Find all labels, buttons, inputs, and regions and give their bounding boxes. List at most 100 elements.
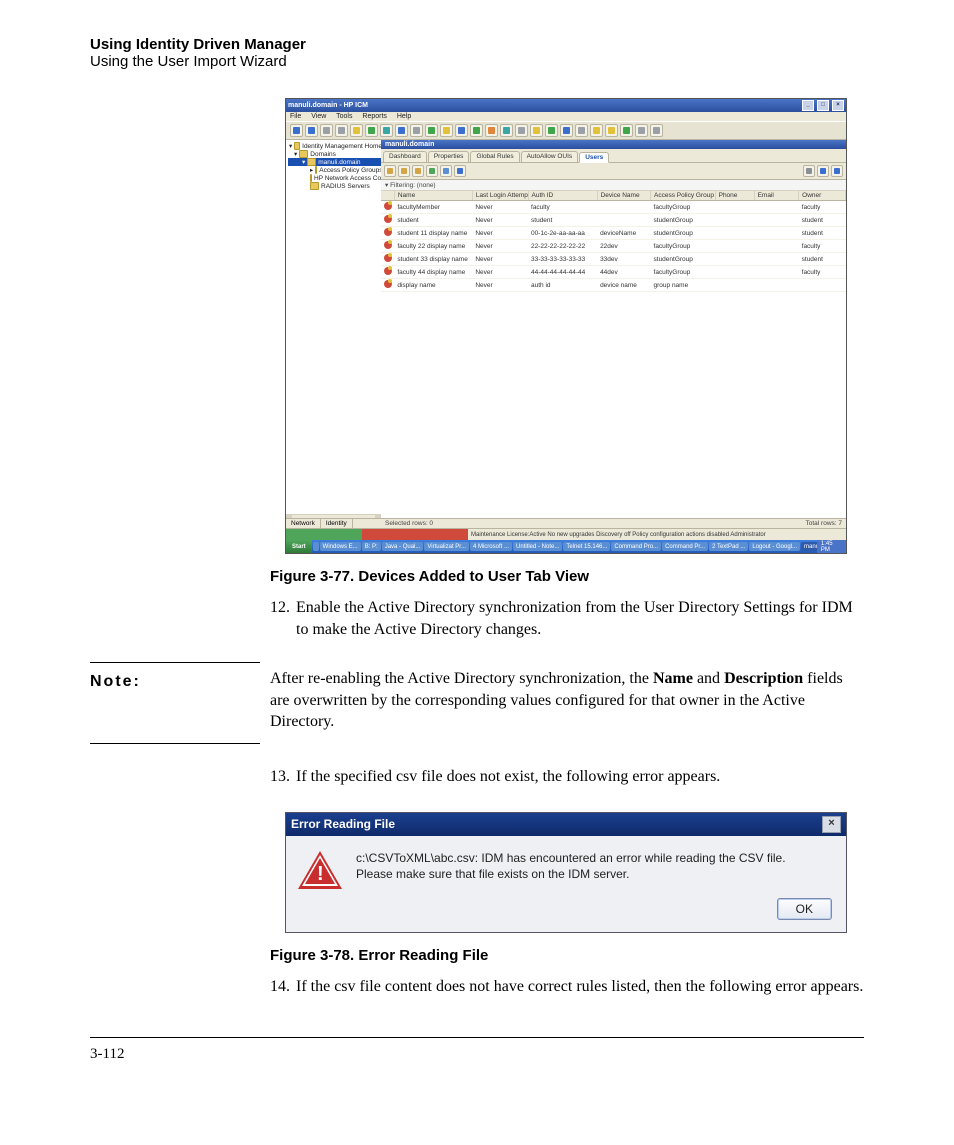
taskbar-task[interactable]: B: P: — [362, 542, 381, 551]
tool4-icon[interactable] — [530, 124, 543, 137]
link-icon[interactable] — [470, 124, 483, 137]
filter-icon[interactable] — [454, 165, 466, 177]
col-email[interactable]: Email — [754, 191, 799, 201]
table-row[interactable]: display nameNeverauth iddevice namegroup… — [381, 279, 846, 292]
folder-icon[interactable] — [350, 124, 363, 137]
tool9-icon[interactable] — [605, 124, 618, 137]
tool7-icon[interactable] — [575, 124, 588, 137]
menu-reports[interactable]: Reports — [362, 113, 387, 120]
step-number: 12. — [270, 597, 296, 640]
col-auth[interactable]: Auth ID — [528, 191, 597, 201]
close-icon[interactable]: × — [832, 100, 844, 111]
settings-icon[interactable] — [831, 165, 843, 177]
table-row[interactable]: facultyMemberNeverfacultyfacultyGroupfac… — [381, 201, 846, 214]
taskbar-task[interactable]: 2 TextPad ... — [709, 542, 748, 551]
col-last[interactable]: Last Login Attempt — [472, 191, 528, 201]
tab-globalrules[interactable]: Global Rules — [470, 151, 519, 162]
tree-tab-identity[interactable]: Identity — [321, 519, 353, 528]
taskbar-task[interactable]: Command Pr... — [662, 542, 708, 551]
refresh-icon[interactable] — [335, 124, 348, 137]
tree-domains[interactable]: Domains — [310, 151, 336, 158]
tool10-icon[interactable] — [620, 124, 633, 137]
app-window: manuli.domain - HP ICM _ □ × File View T… — [285, 98, 847, 554]
taskbar-task[interactable]: Windows E... — [320, 542, 361, 551]
tool1-icon[interactable] — [485, 124, 498, 137]
minimize-icon[interactable]: _ — [802, 100, 814, 111]
taskbar-task[interactable]: Untitled - Note... — [513, 542, 562, 551]
tree-child-radius[interactable]: RADIUS Servers — [321, 183, 370, 190]
tab-autoallow[interactable]: AutoAllow OUIs — [521, 151, 579, 162]
cell-apg: facultyGroup — [651, 201, 716, 214]
print-icon[interactable] — [410, 124, 423, 137]
tree-root[interactable]: Identity Management Home — [302, 143, 382, 150]
tool5-icon[interactable] — [545, 124, 558, 137]
col-owner[interactable]: Owner — [799, 191, 846, 201]
chart-icon[interactable] — [395, 124, 408, 137]
taskbar-task[interactable]: 4 Microsoft ... — [470, 542, 512, 551]
maximize-icon[interactable]: □ — [817, 100, 829, 111]
table-row[interactable]: student 11 display nameNever00-1c-2e-aa-… — [381, 227, 846, 240]
cell-apg: studentGroup — [651, 214, 716, 227]
back-icon[interactable] — [290, 124, 303, 137]
help-icon[interactable] — [817, 165, 829, 177]
ok-button[interactable]: OK — [777, 898, 832, 920]
col-dev[interactable]: Device Name — [597, 191, 650, 201]
taskbar-task[interactable]: Telnet 15.146... — [563, 542, 610, 551]
cell-apg: studentGroup — [651, 227, 716, 240]
col-icon[interactable] — [381, 191, 394, 201]
table-row[interactable]: student 33 display nameNever33-33-33-33-… — [381, 253, 846, 266]
figure-78-caption: Figure 3-78. Error Reading File — [270, 947, 864, 964]
key-icon[interactable] — [440, 124, 453, 137]
tab-dashboard[interactable]: Dashboard — [383, 151, 427, 162]
table-row[interactable]: faculty 44 display nameNever44-44-44-44-… — [381, 266, 846, 279]
globe-icon[interactable] — [380, 124, 393, 137]
delete-user-icon[interactable] — [412, 165, 424, 177]
tool12-icon[interactable] — [650, 124, 663, 137]
cell-last: Never — [472, 201, 528, 214]
taskbar-task[interactable] — [313, 542, 319, 551]
nav-tree[interactable]: ▾Identity Management Home ▾Domains ▾manu… — [286, 140, 386, 514]
tree-tab-network[interactable]: Network — [286, 519, 321, 528]
table-row[interactable]: studentNeverstudentstudentGroupstudent — [381, 214, 846, 227]
col-name[interactable]: Name — [394, 191, 472, 201]
tree-child-nac[interactable]: HP Network Access Control — [314, 175, 386, 182]
export-icon[interactable] — [440, 165, 452, 177]
close-icon[interactable]: × — [822, 816, 841, 833]
menu-view[interactable]: View — [311, 113, 326, 120]
tool2-icon[interactable] — [500, 124, 513, 137]
start-button[interactable]: Start — [286, 540, 312, 553]
tab-users[interactable]: Users — [579, 152, 609, 163]
error-titlebar: Error Reading File × — [286, 813, 846, 836]
taskbar-task[interactable]: Virtualizat Pr... — [424, 542, 469, 551]
tool11-icon[interactable] — [635, 124, 648, 137]
export-icon[interactable] — [425, 124, 438, 137]
print-icon[interactable] — [803, 165, 815, 177]
tree-selected[interactable]: manuli.domain — [318, 159, 360, 166]
menu-file[interactable]: File — [290, 113, 301, 120]
add-user-icon[interactable] — [384, 165, 396, 177]
tab-properties[interactable]: Properties — [428, 151, 470, 162]
col-phone[interactable]: Phone — [715, 191, 754, 201]
menu-tools[interactable]: Tools — [336, 113, 352, 120]
menu-help[interactable]: Help — [397, 113, 411, 120]
import-icon[interactable] — [426, 165, 438, 177]
tree-child-apg[interactable]: Access Policy Groups — [319, 167, 382, 174]
table-row[interactable]: faculty 22 display nameNever22-22-22-22-… — [381, 240, 846, 253]
tool3-icon[interactable] — [515, 124, 528, 137]
taskbar-task[interactable]: Logout - Googl... — [749, 542, 800, 551]
save-icon[interactable] — [365, 124, 378, 137]
cell-last: Never — [472, 279, 528, 292]
taskbar-task[interactable]: Command Pro... — [611, 542, 661, 551]
forward-icon[interactable] — [305, 124, 318, 137]
tree-scrollbar[interactable] — [286, 514, 381, 518]
taskbar-task[interactable]: Java - Qual... — [382, 542, 424, 551]
tool8-icon[interactable] — [590, 124, 603, 137]
node-icon[interactable] — [455, 124, 468, 137]
edit-user-icon[interactable] — [398, 165, 410, 177]
cell-last: Never — [472, 266, 528, 279]
col-apg[interactable]: Access Policy Group — [651, 191, 716, 201]
taskbar-task-active[interactable]: manuli.doma... — [801, 542, 817, 551]
home-icon[interactable] — [320, 124, 333, 137]
filter-label[interactable]: Filtering: (none) — [390, 182, 436, 189]
tool6-icon[interactable] — [560, 124, 573, 137]
